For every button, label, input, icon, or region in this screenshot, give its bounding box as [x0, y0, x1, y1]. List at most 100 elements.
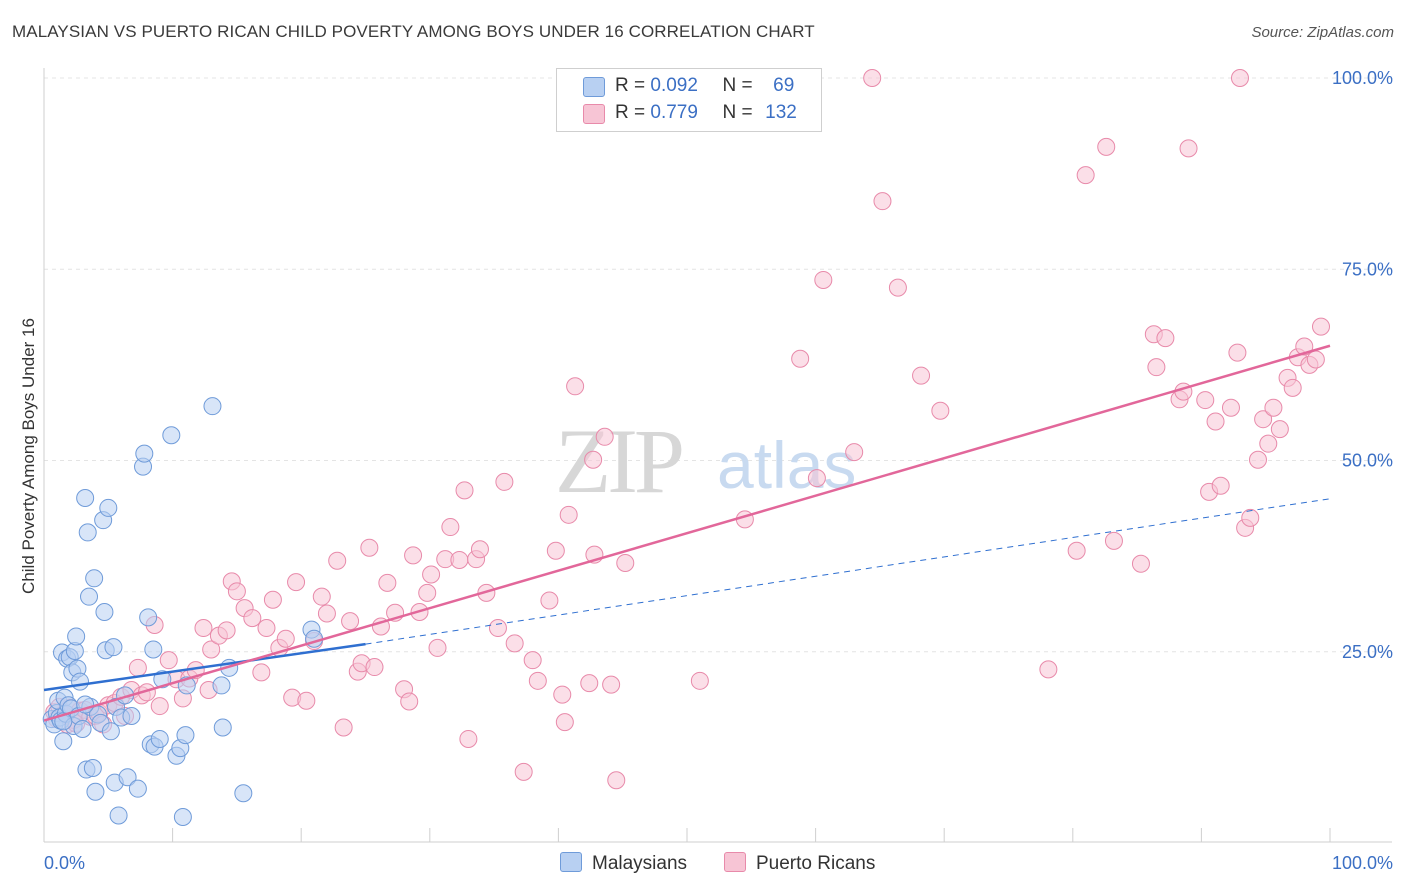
puerto-rican-point: [194, 619, 213, 638]
watermark-zip: ZIP: [555, 410, 682, 512]
puerto-rican-point: [360, 538, 379, 557]
puerto-rican-point: [931, 401, 950, 420]
legend-swatch-malaysians: [583, 77, 605, 97]
malaysian-point: [128, 779, 147, 798]
malaysian-point: [135, 444, 154, 463]
puerto-rican-point: [378, 573, 397, 592]
malaysian-point: [144, 640, 163, 659]
gridlines: [44, 77, 1392, 653]
puerto-rican-point: [470, 540, 489, 559]
puerto-rican-point: [1211, 476, 1230, 495]
malaysian-point: [104, 638, 123, 657]
puerto-rican-point: [1283, 378, 1302, 397]
puerto-rican-point: [514, 762, 533, 781]
puerto-rican-point: [252, 663, 271, 682]
puerto-rican-point: [128, 658, 147, 677]
puerto-rican-point: [1104, 531, 1123, 550]
x-tick-label: 0.0%: [44, 853, 85, 873]
puerto-rican-point: [428, 638, 447, 657]
malaysian-point: [76, 488, 95, 507]
malaysian-point: [212, 676, 231, 695]
puerto-rican-point: [150, 697, 169, 716]
puerto-rican-point: [505, 634, 524, 653]
x-tick-label: 100.0%: [1332, 853, 1393, 873]
malaysian-point: [234, 784, 253, 803]
malaysian-point: [122, 707, 141, 726]
puerto-rican-point: [814, 270, 833, 289]
puerto-rican-trend-line: [43, 344, 1331, 722]
puerto-rican-point: [912, 366, 931, 385]
puerto-rican-point: [243, 609, 262, 628]
puerto-rican-point: [1248, 450, 1267, 469]
puerto-rican-point: [422, 565, 441, 584]
puerto-rican-point: [528, 671, 547, 690]
puerto-rican-point: [455, 481, 474, 500]
puerto-rican-point: [845, 443, 864, 462]
puerto-rican-point: [257, 619, 276, 638]
puerto-rican-point: [1196, 391, 1215, 410]
malaysian-point: [67, 627, 86, 646]
malaysian-point: [162, 426, 181, 445]
puerto-rican-point: [1254, 410, 1273, 429]
y-tick-label: 50.0%: [1342, 451, 1393, 471]
puerto-rican-point: [873, 192, 892, 211]
puerto-rican-point: [495, 472, 514, 491]
puerto-rican-point: [276, 629, 295, 648]
puerto-rican-point: [287, 573, 306, 592]
puerto-rican-point: [888, 278, 907, 297]
puerto-rican-point: [404, 546, 423, 565]
puerto-rican-point: [159, 651, 178, 670]
puerto-rican-point: [607, 771, 626, 790]
malaysian-point: [95, 602, 114, 621]
malaysian-point: [150, 729, 169, 748]
malaysian-point: [153, 670, 172, 689]
malaysian-point: [109, 806, 128, 825]
malaysian-point: [83, 759, 102, 778]
puerto-rican-point: [584, 450, 603, 469]
stats-legend: R = 0.092 N = 69 R = 0.779 N = 132: [556, 68, 822, 132]
trend-lines: [43, 344, 1331, 722]
malaysian-point: [99, 498, 118, 517]
malaysian-point: [73, 720, 92, 739]
puerto-rican-point: [1228, 343, 1247, 362]
puerto-rican-point: [791, 349, 810, 368]
malaysian-point: [203, 397, 222, 416]
legend-swatch-malaysians: [560, 852, 582, 872]
malaysian-point: [139, 608, 158, 627]
puerto-rican-point: [559, 505, 578, 524]
legend-swatch-puerto-ricans: [724, 852, 746, 872]
legend-item-malaysians[interactable]: Malaysians: [560, 852, 687, 875]
puerto-rican-point: [1156, 329, 1175, 348]
malaysian-point: [101, 722, 120, 741]
malaysian-point: [78, 523, 97, 542]
puerto-rican-point: [1221, 398, 1240, 417]
puerto-rican-point: [450, 550, 469, 569]
malaysian-point: [86, 782, 105, 801]
puerto-rican-point: [1259, 434, 1278, 453]
puerto-rican-point: [546, 541, 565, 560]
puerto-rican-point: [523, 651, 542, 670]
puerto-rican-point: [1241, 508, 1260, 527]
puerto-rican-point: [334, 718, 353, 737]
legend-r-label: R =: [615, 75, 646, 96]
legend-n-value: 132: [765, 102, 797, 123]
puerto-rican-point: [555, 713, 574, 732]
puerto-rican-point: [1131, 554, 1150, 573]
legend-item-puerto-ricans[interactable]: Puerto Ricans: [724, 852, 875, 875]
y-axis-label: Child Poverty Among Boys Under 16: [19, 318, 38, 594]
puerto-rican-point: [400, 692, 419, 711]
puerto-rican-point: [1076, 166, 1095, 185]
puerto-rican-point: [1230, 69, 1249, 87]
puerto-rican-point: [1306, 350, 1325, 369]
puerto-rican-point: [341, 612, 360, 631]
y-tick-label: 25.0%: [1342, 642, 1393, 662]
puerto-rican-point: [263, 590, 282, 609]
puerto-rican-point: [328, 551, 347, 570]
malaysian-trend-line: [43, 642, 366, 692]
y-tick-label: 100.0%: [1332, 68, 1393, 88]
puerto-rican-point: [1179, 139, 1198, 158]
puerto-rican-point: [312, 587, 331, 606]
malaysian-point: [71, 672, 90, 691]
legend-n-value: 69: [773, 75, 795, 96]
